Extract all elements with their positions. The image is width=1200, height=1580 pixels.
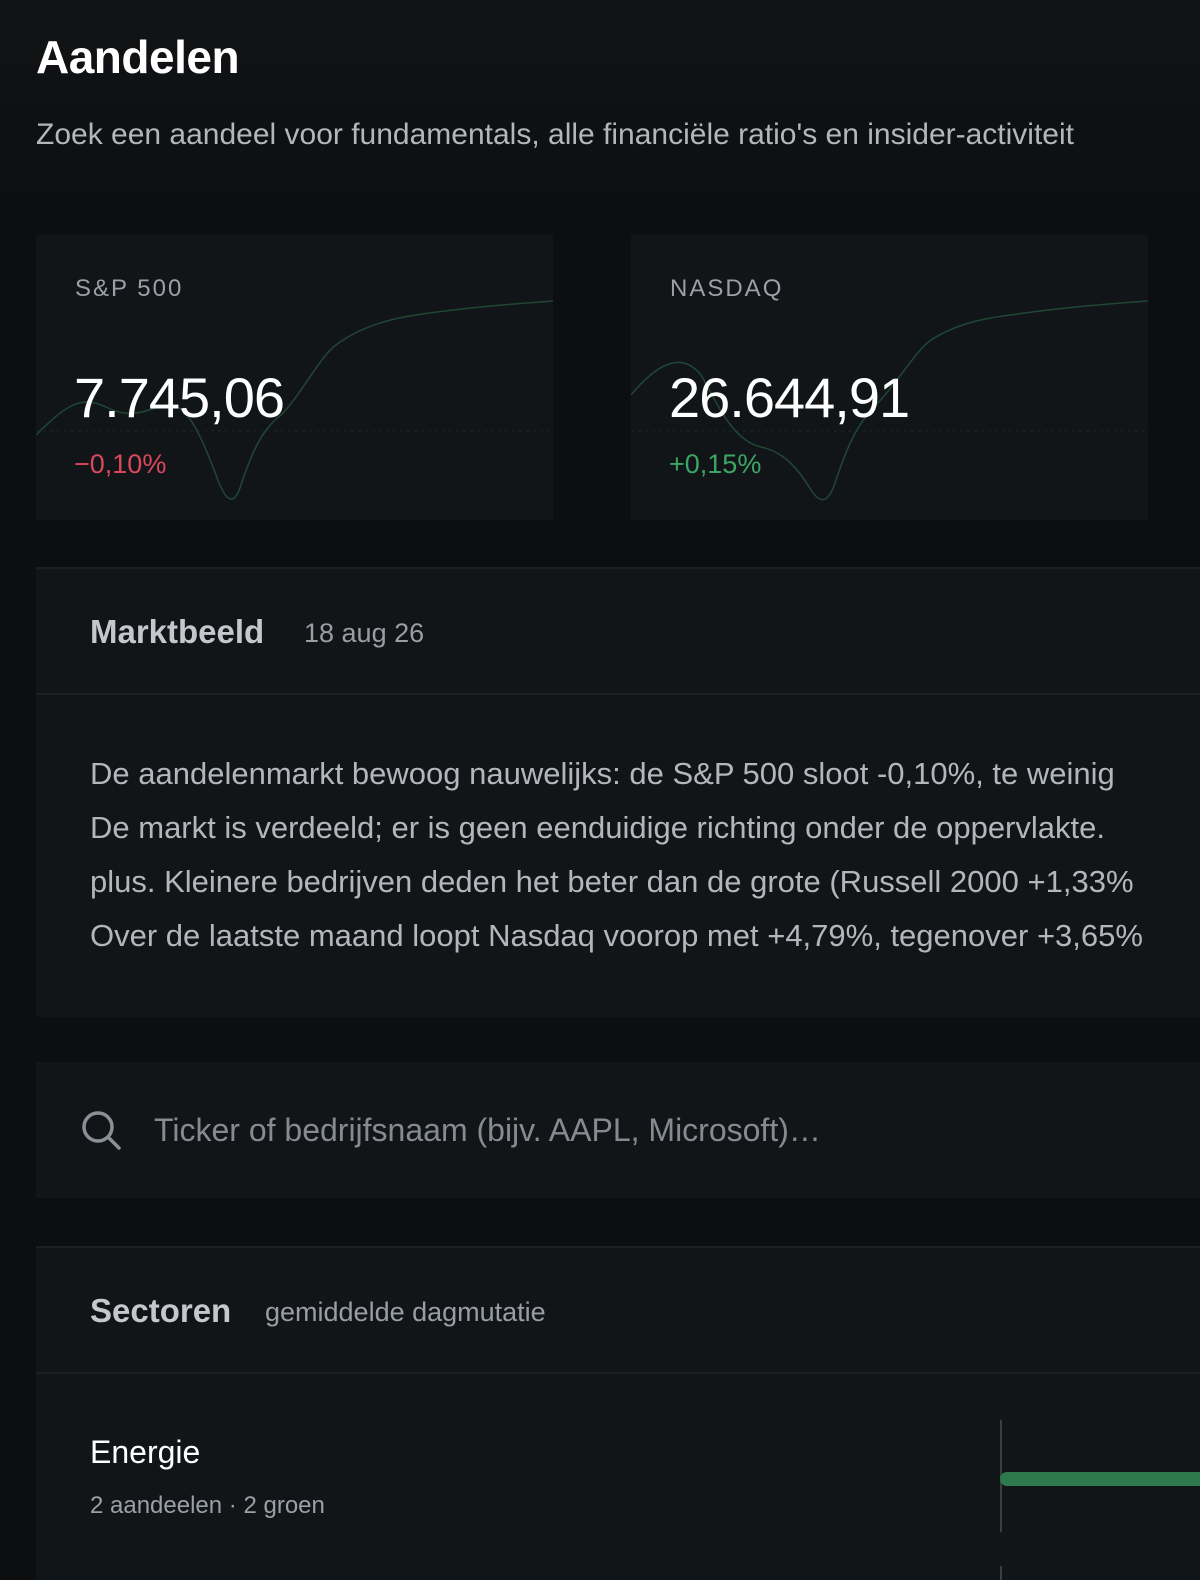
sector-row-energie[interactable]: Energie 2 aandeelen · 2 groen: [36, 1376, 1200, 1580]
market-overview-heading: Marktbeeld: [90, 613, 265, 650]
index-name: NASDAQ: [670, 275, 784, 302]
index-value: 26.644,91: [669, 366, 910, 429]
sector-name: Energie: [90, 1434, 201, 1470]
sparkline-nasdaq: [631, 300, 1148, 501]
market-overview-panel: Marktbeeld 18 aug 26 De aandelenmarkt be…: [36, 567, 1200, 1017]
sparkline-nasdaq-line: [631, 300, 1148, 501]
index-change: +0,15%: [669, 449, 762, 479]
index-value: 7.745,06: [74, 366, 285, 429]
market-overview-line: Over de laatste maand loopt Nasdaq vooro…: [90, 918, 1143, 953]
index-card-sp500[interactable]: S&P 500 7.745,06 −0,10%: [36, 235, 553, 520]
sectors-panel: Sectoren gemiddelde dagmutatie Energie 2…: [36, 1246, 1200, 1580]
sparkline-sp500-line: [36, 300, 553, 500]
market-overview-text: De aandelenmarkt bewoog nauwelijks: de S…: [90, 747, 1200, 963]
index-change: −0,10%: [74, 449, 167, 479]
sector-zero-axis-next: [1000, 1566, 1002, 1580]
market-overview-line: De markt is verdeeld; er is geen eenduid…: [90, 810, 1105, 845]
sector-change-bar: [1000, 1472, 1200, 1486]
market-overview-date: 18 aug 26: [304, 618, 425, 648]
page-title: Aandelen: [36, 31, 240, 83]
index-name: S&P 500: [75, 275, 184, 302]
market-overview-line: plus. Kleinere bedrijven deden het beter…: [90, 864, 1134, 899]
index-card-nasdaq[interactable]: NASDAQ 26.644,91 +0,15%: [631, 235, 1148, 520]
page-subtitle: Zoek een aandeel voor fundamentals, alle…: [36, 118, 1074, 151]
sector-detail: 2 aandeelen · 2 groen: [90, 1492, 325, 1519]
search-icon: [82, 1111, 121, 1150]
search-input[interactable]: [154, 1102, 1154, 1158]
sectors-subheading: gemiddelde dagmutatie: [265, 1297, 546, 1327]
market-overview-header: Marktbeeld 18 aug 26: [36, 569, 1200, 695]
market-overview-line: De aandelenmarkt bewoog nauwelijks: de S…: [90, 756, 1115, 791]
sparkline-sp500: [36, 300, 553, 500]
sectors-header: Sectoren gemiddelde dagmutatie: [36, 1248, 1200, 1374]
sectors-heading: Sectoren: [90, 1292, 232, 1329]
